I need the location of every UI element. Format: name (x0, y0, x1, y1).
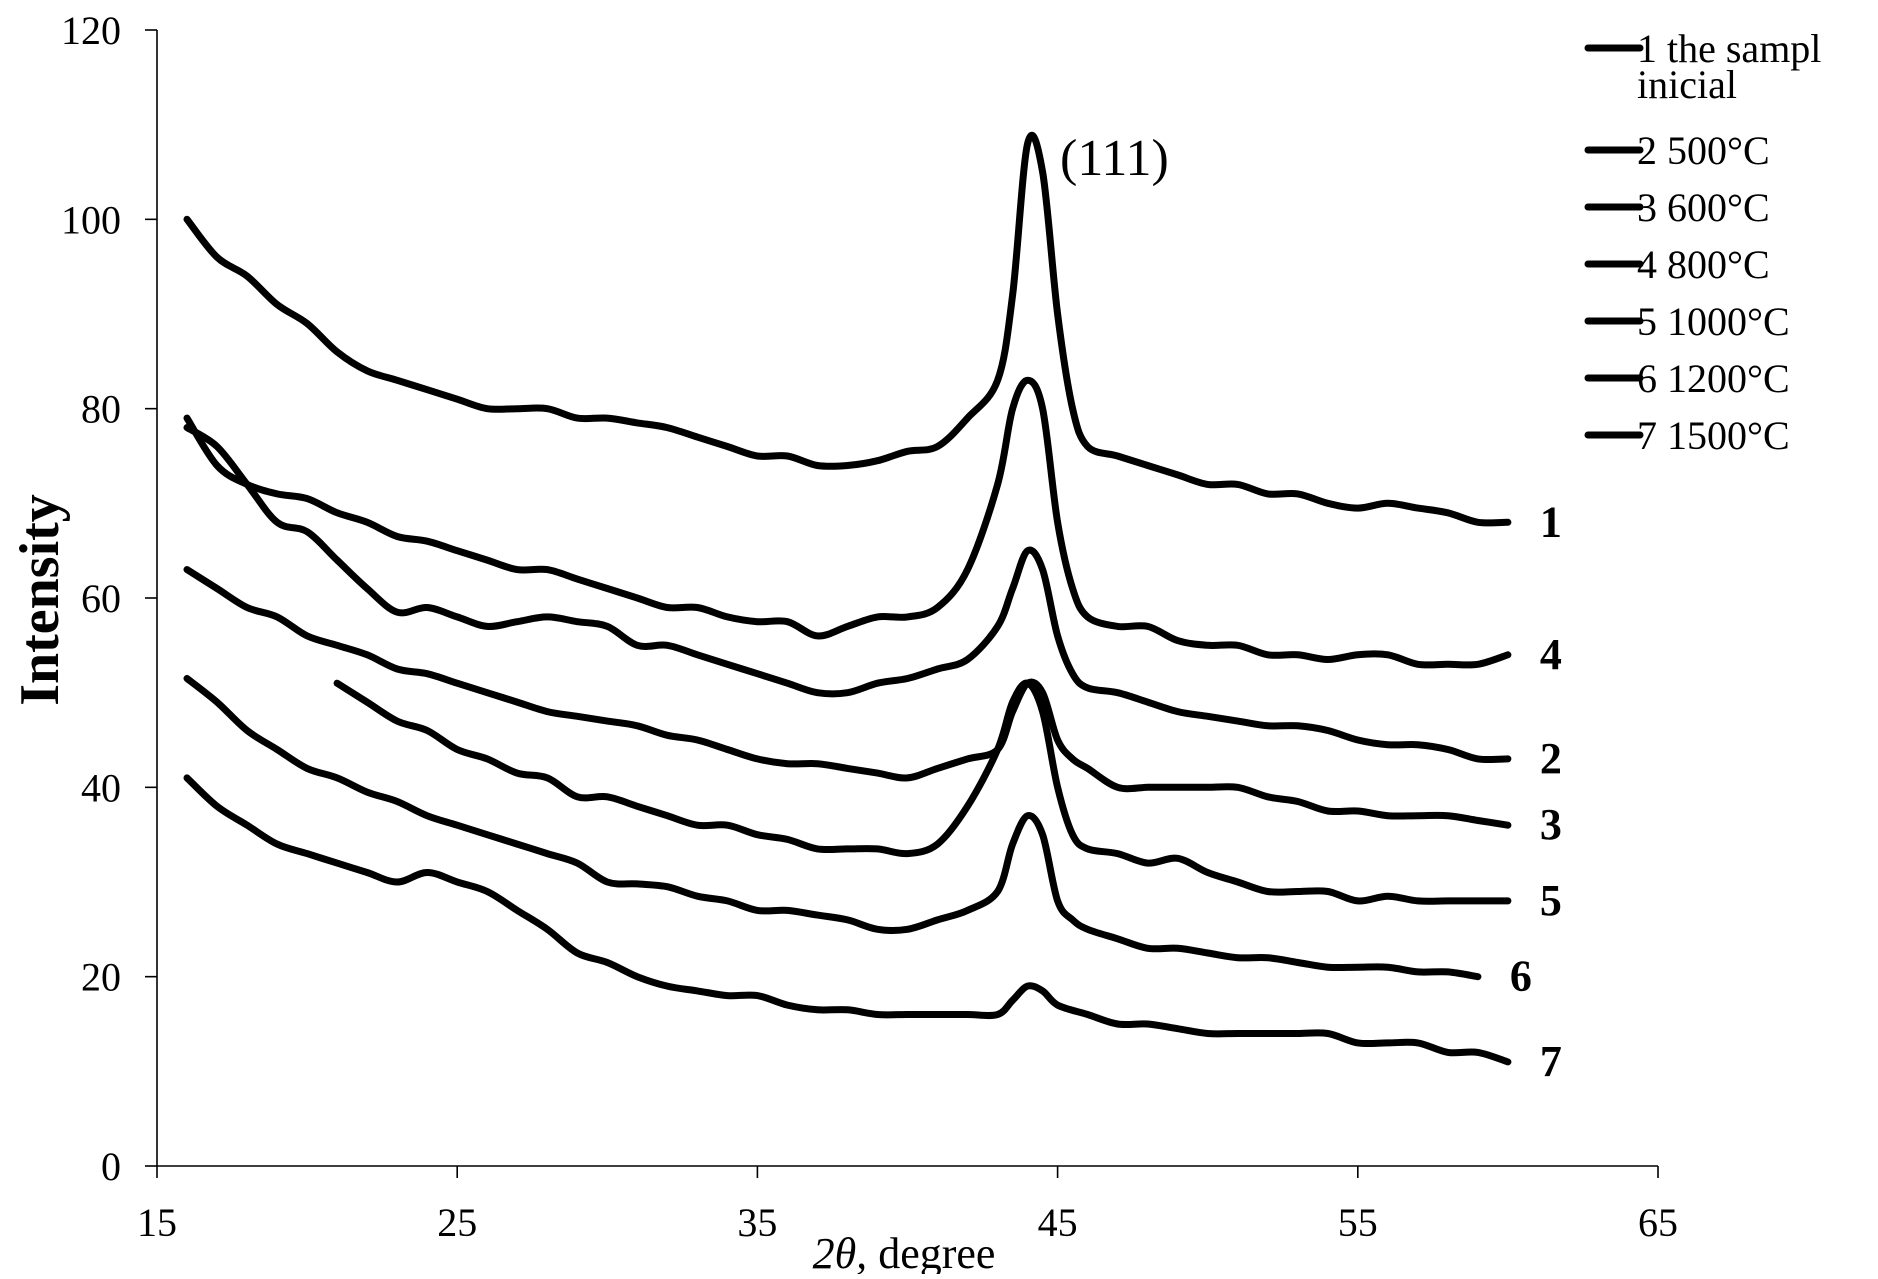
y-tick-label: 20 (81, 955, 121, 1000)
x-tick-label: 55 (1338, 1200, 1378, 1245)
x-tick-label: 15 (137, 1200, 177, 1245)
series-line-2 (183, 424, 1512, 764)
series-end-label-3: 3 (1540, 800, 1562, 849)
series-end-label-2: 2 (1540, 734, 1562, 783)
y-tick-label: 40 (81, 765, 121, 810)
x-tick-label: 35 (737, 1200, 777, 1245)
series-line-6 (183, 675, 1482, 981)
series-line-3 (183, 566, 1512, 829)
legend-entry-6: 6 1200°C (1637, 356, 1790, 401)
y-tick-label: 120 (61, 8, 121, 53)
legend-entry-4: 4 800°C (1637, 242, 1770, 287)
series-line-1 (183, 132, 1512, 527)
y-tick-label: 80 (81, 387, 121, 432)
x-axis-label-rest: degree (867, 1229, 995, 1274)
series-group (183, 132, 1512, 1066)
x-tick-label: 25 (437, 1200, 477, 1245)
legend-entry-5: 5 1000°C (1637, 299, 1790, 344)
legend-entry-3: 3 600°C (1637, 185, 1770, 230)
x-tick-label: 45 (1038, 1200, 1078, 1245)
series-line-5 (333, 679, 1512, 905)
y-tick-label: 0 (101, 1144, 121, 1189)
legend-entry-7: 7 1500°C (1637, 413, 1790, 458)
legend-entry-2: 2 500°C (1637, 128, 1770, 173)
x-tick-label: 65 (1638, 1200, 1678, 1245)
x-axis-label: 2θ, degree (813, 1229, 996, 1274)
x-ticks: 15 25 35 45 55 65 (137, 1166, 1678, 1245)
series-line-4 (183, 376, 1512, 669)
series-end-label-4: 4 (1540, 630, 1562, 679)
y-ticks: 0 20 40 60 80 100 120 (61, 8, 157, 1189)
series-end-label-5: 5 (1540, 876, 1562, 925)
peak-annotation: (111) (1060, 130, 1169, 187)
y-tick-label: 60 (81, 576, 121, 621)
legend-entry-1: 1 the sampl (1637, 26, 1821, 71)
legend-entry-1: inicial (1637, 62, 1737, 107)
x-axis-label-italic: 2θ, (813, 1229, 868, 1274)
series-line-7 (183, 774, 1512, 1066)
y-tick-label: 100 (61, 197, 121, 242)
series-end-label-7: 7 (1540, 1037, 1562, 1086)
series-end-label-6: 6 (1510, 952, 1532, 1001)
end-labels: 1 2 3 4 567 (1510, 497, 1562, 1086)
y-axis-label: Intensity (9, 494, 71, 706)
series-end-label-1: 1 (1540, 497, 1562, 546)
